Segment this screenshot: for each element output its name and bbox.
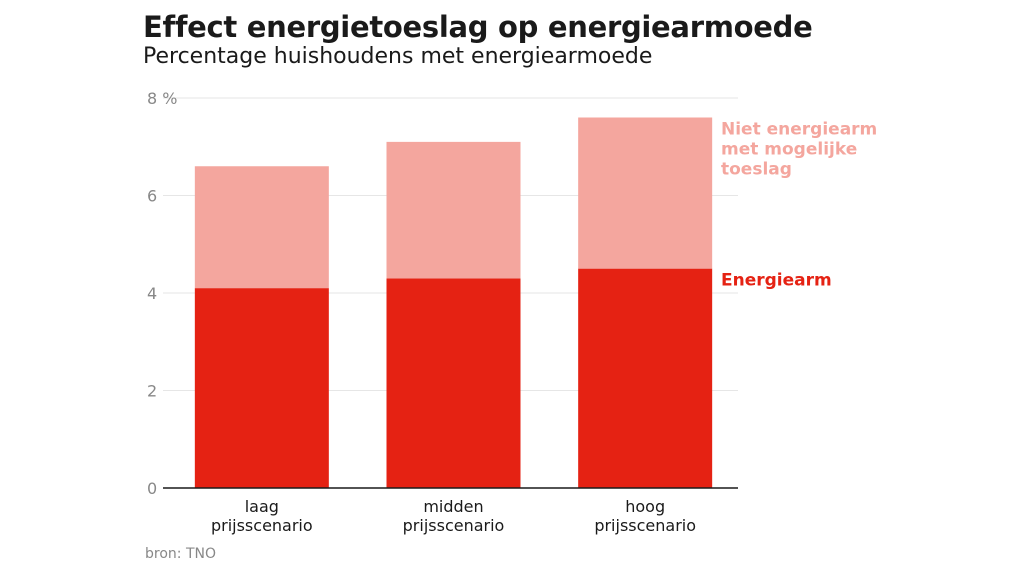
chart-title: Effect energietoeslag op energiearmoede <box>143 10 813 44</box>
bar-energiearm <box>386 278 521 488</box>
legend-label-energiearm: Energiearm <box>721 271 832 291</box>
bar-niet-energiearm-met-toeslag <box>194 166 329 289</box>
y-tick-label: 4 <box>147 284 157 303</box>
chart-subtitle: Percentage huishoudens met energiearmoed… <box>143 44 653 69</box>
y-tick-label: 0 <box>147 479 157 498</box>
y-tick-label: 2 <box>147 382 157 401</box>
bar-energiearm <box>194 288 329 488</box>
x-category-label: midden prijsscenario <box>403 497 505 535</box>
bar-niet-energiearm-met-toeslag <box>386 141 521 279</box>
legend-label-niet-energiearm: Niet energiearm met mogelijke toeslag <box>721 120 877 180</box>
source-note: bron: TNO <box>145 546 216 562</box>
y-tick-label: 6 <box>147 187 157 206</box>
bar-niet-energiearm-met-toeslag <box>578 117 713 269</box>
y-tick-label: 8 % <box>147 89 177 108</box>
x-category-label: hoog prijsscenario <box>594 497 696 535</box>
x-category-label: laag prijsscenario <box>211 497 313 535</box>
bar-energiearm <box>578 268 713 488</box>
